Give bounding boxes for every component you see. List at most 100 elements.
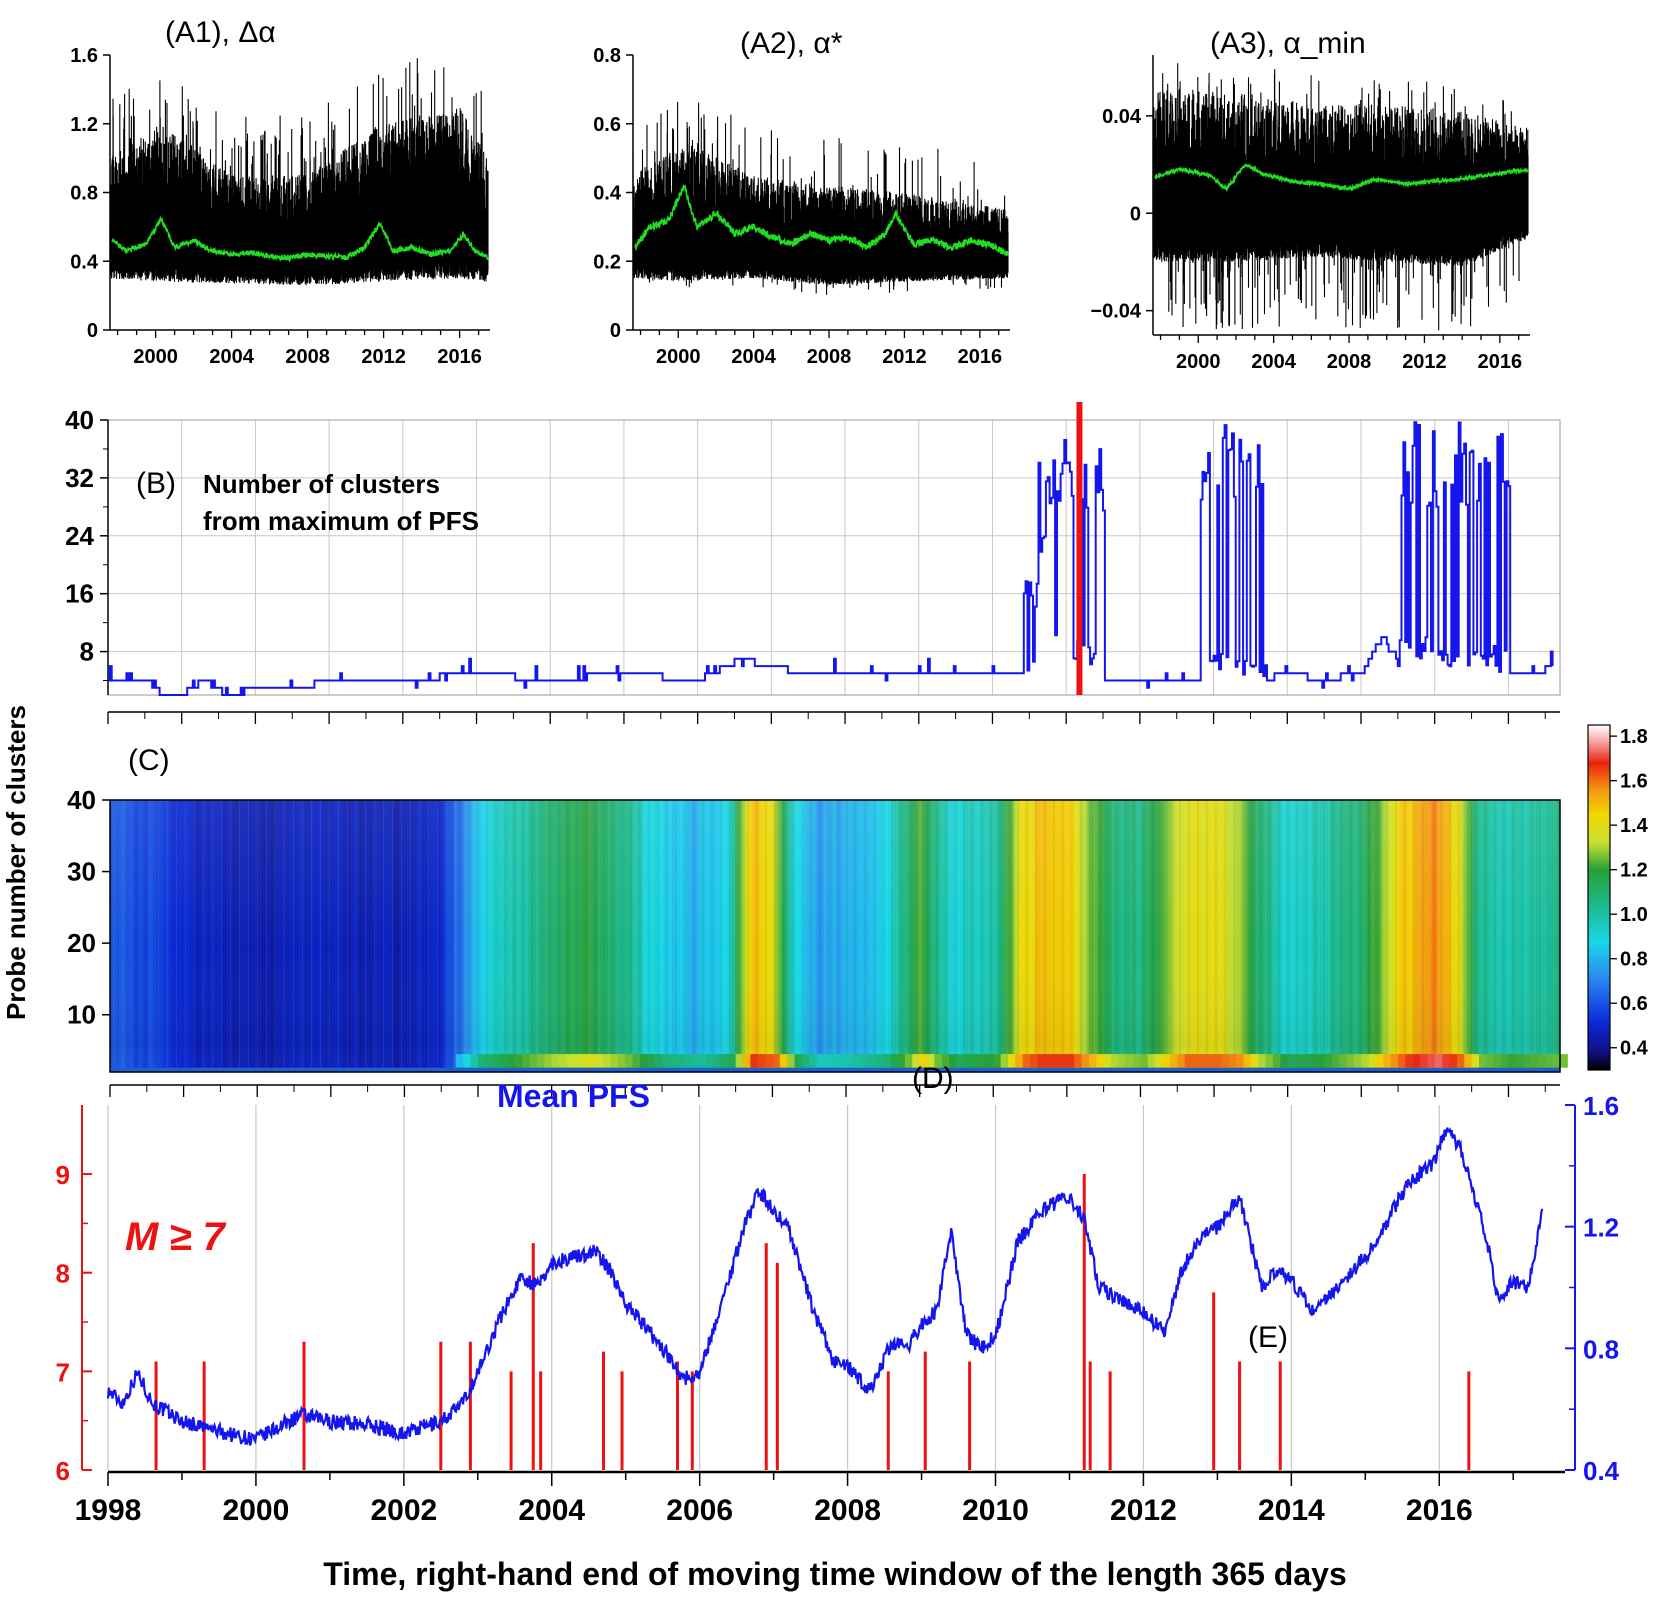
panel-c: (C) 10 20 30 40 0.4 0.6 0.8 1.0 1.2 1.4 1.6 1.8 Pr… [1,705,1649,1097]
panel-a1-trend-line [111,215,489,263]
x-tick-label: 2008 [285,346,330,368]
panel-d: 6 7 8 9 0.4 0.8 1.2 1.6 1998 2000 2002 2004 2006 20… [56,1062,1620,1592]
panel-c-band-cell [1427,1054,1436,1068]
panel-c-band-cell [1545,1054,1554,1068]
x-tick-label: 2016 [1478,351,1523,373]
right-tick-label: 0.8 [1583,1334,1619,1364]
panel-c-band-cell [750,1054,759,1068]
panel-c-band-cell [1015,1054,1024,1068]
colorbar-tick-label: 0.6 [1620,993,1648,1015]
colorbar-tick-label: 1.8 [1620,726,1648,748]
y-tick-label: 0.04 [1102,106,1142,128]
panel-a3-trend-line [1154,163,1529,192]
panel-c-band-cell [1412,1054,1421,1068]
panel-c-band-cell [1353,1054,1362,1068]
x-tick-label: 1998 [75,1494,142,1527]
panel-c-band-cell [676,1054,685,1068]
panel-c-band-cell [662,1054,670,1068]
panel-c-band-cell [1221,1054,1230,1068]
panel-a3-y-ticks: −0.04 0 0.04 [1090,106,1153,323]
x-tick-label: 2004 [1251,351,1296,373]
panel-c-band-cell [860,1054,869,1068]
panel-c-band-cell [1007,1054,1016,1068]
panel-c-band-cell [1096,1054,1105,1068]
panel-c-band-cell [1125,1054,1134,1068]
x-axis-title: Time, right-hand end of moving time wind… [323,1556,1346,1592]
panel-c-band-cell [1456,1054,1465,1068]
panel-b-y-ticks: 8 16 24 32 40 [65,405,108,682]
panel-c-band-cell [1464,1054,1473,1068]
x-tick-label: 2000 [133,346,178,368]
panel-c-band-cell [1103,1054,1112,1068]
x-tick-label: 2012 [1110,1494,1177,1527]
colorbar-scale [1587,724,1611,1071]
mean-pfs-line [106,1127,1544,1446]
x-tick-label: 2012 [1402,351,1447,373]
panel-d-left-ticks: 6 7 8 9 [56,1160,92,1486]
panel-c-band-cell [1250,1054,1259,1068]
panel-c-band-cell [698,1054,707,1068]
x-tick-label: 2012 [882,346,927,368]
panel-c-band-cell [595,1054,604,1068]
panel-c-band-cell [949,1054,957,1068]
x-tick-label: 2014 [1258,1494,1325,1527]
x-tick-label: 2006 [666,1494,733,1527]
colorbar-tick-label: 1.0 [1620,904,1648,926]
panel-c-band-cell [1258,1054,1267,1068]
panel-a2-plot [632,101,1009,295]
x-tick-label: 2016 [437,346,482,368]
panel-c-band-cell [1324,1054,1333,1068]
panel-a2-trend-line [634,184,1009,257]
panel-c-band-cell [1530,1054,1539,1068]
panel-c-band-cell [890,1054,899,1068]
y-tick-label: 30 [67,857,96,887]
y-tick-label: 40 [65,405,94,435]
panel-c-band-cell [610,1054,619,1068]
panel-c-band-cell [603,1054,612,1068]
y-tick-label: 20 [67,928,96,958]
panel-c-band-cell [904,1054,913,1068]
panel-c-band-cell [669,1054,678,1068]
panel-c-band-cell [1074,1054,1083,1068]
panel-a1-daily-series [109,58,489,286]
panel-c-band-cell [647,1054,656,1068]
panel-c-band-cell [639,1054,648,1068]
panel-d-right-ticks: 0.4 0.8 1.2 1.6 [1565,1091,1620,1486]
panel-c-band-cell [1287,1054,1296,1068]
panel-c-band-cell [485,1054,494,1068]
panel-c-band-cell [1295,1054,1303,1068]
panel-c-band-cell [463,1054,472,1068]
panel-c-band-cell [1309,1054,1318,1068]
panel-d-series-label: Mean PFS [497,1078,650,1114]
panel-c-band-cell [507,1054,516,1068]
panel-c-band-cell [1000,1054,1009,1068]
panel-c-band-cell [1442,1054,1451,1068]
panel-c-band-cell [897,1054,906,1068]
panel-c-band-cell [1169,1054,1178,1068]
panel-b-frame [107,419,1561,696]
panel-b-annotation-line2: from maximum of PFS [203,506,479,536]
left-tick-label: 8 [56,1259,70,1289]
panel-c-band-cell [1375,1054,1384,1068]
panel-c-band-cell [1501,1054,1509,1068]
panel-b-cluster-series [108,421,1554,696]
panel-c-band-cell [1302,1054,1311,1068]
panel-c-band-cell [794,1054,803,1068]
x-tick-label: 2004 [731,346,776,368]
panel-a3-title: (A3), α_min [1210,27,1366,60]
panel-c-band-cell [1368,1054,1377,1068]
panel-c-band-cell [1420,1054,1429,1068]
y-tick-label: 24 [65,521,94,551]
panel-c-band-cell [1552,1054,1561,1068]
panel-c-band-cell [536,1054,545,1068]
panel-c-band-cell [558,1054,567,1068]
panel-a1-y-ticks: 0 0.4 0.8 1.2 1.6 [70,45,110,342]
panel-c-low-cluster-band [110,1054,1568,1072]
x-tick-label: 2000 [656,346,701,368]
x-tick-label: 2000 [1176,351,1221,373]
panel-c-band-cell [1361,1054,1370,1068]
panel-c-band-cell [971,1054,980,1068]
y-tick-label: 8 [80,637,94,667]
